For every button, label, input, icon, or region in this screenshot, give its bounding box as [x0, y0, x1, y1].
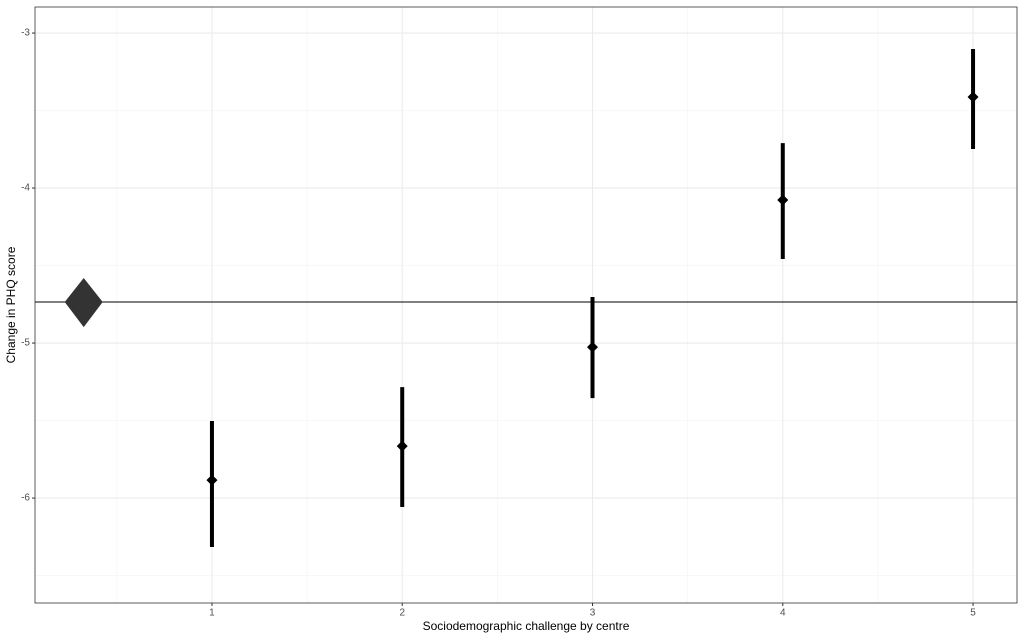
x-axis-title: Sociodemographic challenge by centre [423, 619, 630, 633]
point [777, 194, 789, 206]
y-tick-label: -6 [21, 493, 30, 504]
point [587, 341, 599, 353]
point [967, 91, 979, 103]
x-tick-label: 3 [590, 608, 596, 619]
x-tick-label: 1 [209, 608, 215, 619]
y-tick-label: -4 [21, 183, 30, 194]
x-tick-label: 2 [399, 608, 405, 619]
y-axis-title: Change in PHQ score [4, 246, 18, 363]
y-tick-label: -5 [21, 338, 30, 349]
x-tick-label: 4 [780, 608, 786, 619]
y-tick-label: -3 [21, 28, 30, 39]
overall-diamond [64, 277, 103, 328]
point [396, 440, 408, 452]
x-tick-label: 5 [970, 608, 976, 619]
panel-border [34, 6, 1018, 604]
point [206, 474, 218, 486]
